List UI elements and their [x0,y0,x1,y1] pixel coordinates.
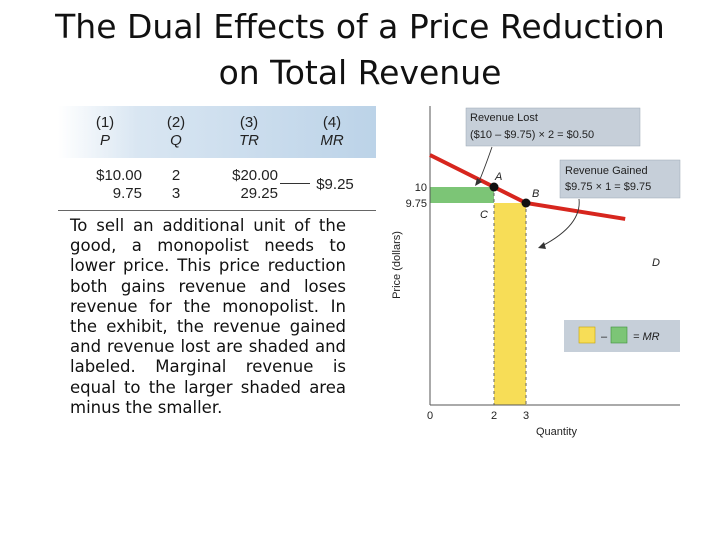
cell-tr-2: 29.25 [240,185,278,202]
mr-connector-line [280,183,310,184]
legend-equals-mr: = MR [633,331,660,343]
revenue-lost-box [465,107,641,147]
revenue-lost-title: Revenue Lost [470,112,538,124]
cell-qty-1: 2 [171,167,181,184]
cell-qty-2: 3 [171,185,181,202]
x-tick-label: 0 [427,410,433,422]
header-sym-mr: MR [320,132,344,149]
title-line-1: The Dual Effects of a Price Reduction [55,7,665,46]
y-axis-title: Price (dollars) [391,231,403,299]
header-num-p: (1) [95,114,115,131]
slide-title: The Dual Effects of a Price Reduction on… [0,4,720,96]
revenue-lost-formula: ($10 – $9.75) × 2 = $0.50 [470,129,594,141]
x-tick-label: 3 [523,410,529,422]
point-b [521,198,531,208]
revenue-gained-arrowhead [538,242,546,249]
cell-price-2: 9.75 [112,185,142,202]
revenue-gained-box [559,159,681,199]
revenue-lost-arrow [477,146,493,185]
cell-tr-1: $20.00 [232,167,278,184]
revenue-gained-arrow [541,198,580,247]
x-axis-title: Quantity [536,426,577,438]
header-num-q: (2) [166,114,186,131]
table-bottom-rule [58,210,376,211]
header-sym-tr: TR [239,132,259,149]
explanation-paragraph: To sell an additional unit of the good, … [70,216,346,417]
header-num-tr: (3) [239,114,259,131]
point-c-label: C [480,209,488,221]
y-tick-label: 10 [415,182,427,194]
legend-lost-swatch [610,326,628,344]
point-b-label: B [532,188,539,200]
revenue-gained-formula: $9.75 × 1 = $9.75 [565,181,651,193]
header-num-mr: (4) [322,114,342,131]
cell-mr: $9.25 [316,176,354,193]
y-tick-label: 9.75 [406,198,427,210]
revenue-lost-area [430,187,494,203]
revenue-lost-arrowhead [475,178,482,186]
cell-price-1: $10.00 [96,167,142,184]
demand-curve [429,153,626,221]
x-tick-label: 2 [491,410,497,422]
revenue-gained-area [494,203,526,405]
table-header-bg [58,106,376,158]
title-line-2: on Total Revenue [218,53,502,92]
legend-gained-swatch [578,326,596,344]
point-a-label: A [494,171,502,183]
revenue-gained-title: Revenue Gained [565,165,648,177]
demand-label: D [652,257,660,269]
header-sym-q: Q [170,132,182,149]
header-sym-p: P [99,132,110,149]
revenue-chart: A B C D 10 9.75 0 2 3 Quantity Price (do… [391,106,681,438]
legend-minus: – [601,331,608,343]
point-a [489,182,499,192]
